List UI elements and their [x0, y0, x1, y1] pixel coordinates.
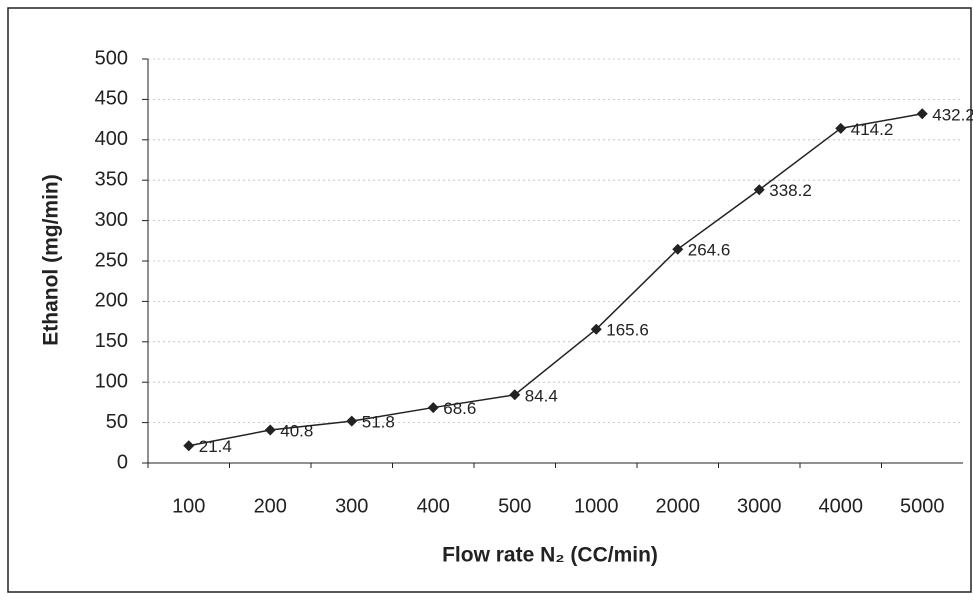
- x-tick-label: 500: [498, 495, 531, 517]
- data-label: 21.4: [199, 437, 232, 456]
- y-tick-label: 300: [95, 209, 128, 231]
- y-tick-label: 450: [95, 88, 128, 110]
- y-tick-label: 0: [117, 451, 128, 473]
- data-label: 414.2: [851, 120, 894, 139]
- x-tick-label: 100: [172, 495, 205, 517]
- y-tick-label: 150: [95, 330, 128, 352]
- data-label: 40.8: [280, 422, 313, 441]
- y-tick-label: 400: [95, 128, 128, 150]
- y-tick-label: 350: [95, 168, 128, 190]
- data-label: 432.2: [932, 105, 973, 124]
- x-tick-label: 4000: [819, 495, 864, 517]
- x-tick-label: 300: [335, 495, 368, 517]
- page: {"chart_data": {"type": "line", "x_label…: [0, 0, 973, 605]
- data-label: 264.6: [688, 241, 731, 260]
- y-tick-label: 100: [95, 370, 128, 392]
- x-axis-title: Flow rate N₂ (CC/min): [442, 544, 658, 567]
- x-tick-label: 2000: [656, 495, 701, 517]
- y-tick-label: 200: [95, 290, 128, 312]
- y-tick-label: 250: [95, 249, 128, 271]
- data-label: 68.6: [443, 399, 476, 418]
- x-tick-label: 5000: [900, 495, 945, 517]
- x-tick-label: 400: [417, 495, 450, 517]
- y-axis-title: Ethanol (mg/min): [40, 174, 63, 346]
- data-label: 51.8: [362, 413, 395, 432]
- y-tick-label: 500: [95, 47, 128, 69]
- y-tick-label: 50: [106, 411, 128, 433]
- x-tick-label: 1000: [574, 495, 619, 517]
- data-label: 84.4: [525, 386, 558, 405]
- x-tick-label: 200: [254, 495, 287, 517]
- x-tick-label: 3000: [737, 495, 782, 517]
- data-label: 338.2: [769, 181, 812, 200]
- data-label: 165.6: [606, 321, 649, 340]
- chart: Flow rate N₂ (CC/min) Ethanol (mg/min) 0…: [0, 0, 973, 600]
